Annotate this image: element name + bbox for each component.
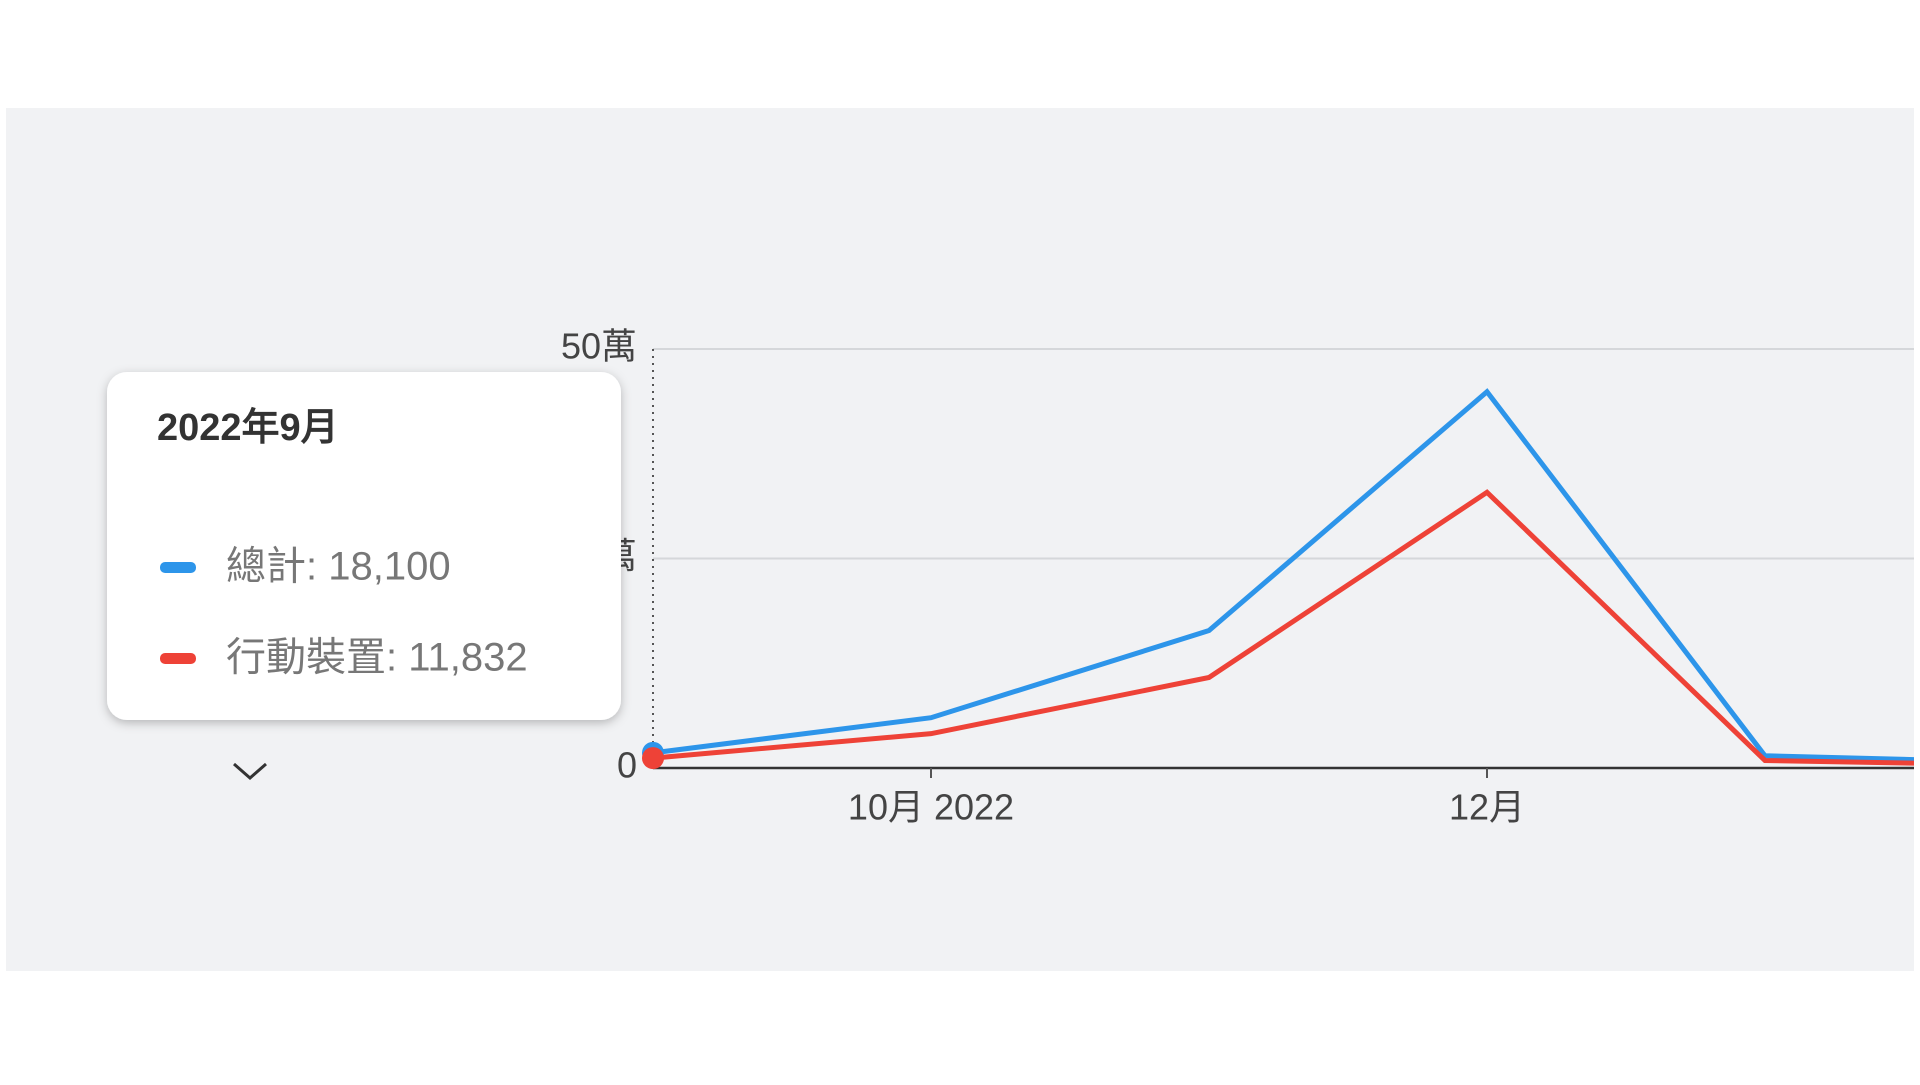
tooltip-item: 行動裝置: 11,832	[226, 636, 528, 680]
expand-chevron[interactable]	[233, 762, 267, 780]
line	[652, 388, 1914, 763]
y-tick-label: 50萬	[561, 326, 637, 367]
line	[652, 489, 1914, 766]
tooltip-box	[107, 372, 621, 720]
x-tick-label: 10月 2022	[848, 787, 1014, 828]
tooltip-swatch	[160, 653, 196, 664]
tooltip: 2022年9月 總計: 18,100 行動裝置: 11,832	[107, 372, 621, 720]
tooltip-swatch	[160, 562, 196, 573]
tooltip-title: 2022年9月	[157, 407, 339, 449]
hover-point	[642, 747, 664, 770]
x-tick-label: 12月	[1449, 787, 1525, 828]
y-tick-label: 0	[617, 745, 637, 786]
tooltip-item: 總計: 18,100	[226, 545, 451, 589]
